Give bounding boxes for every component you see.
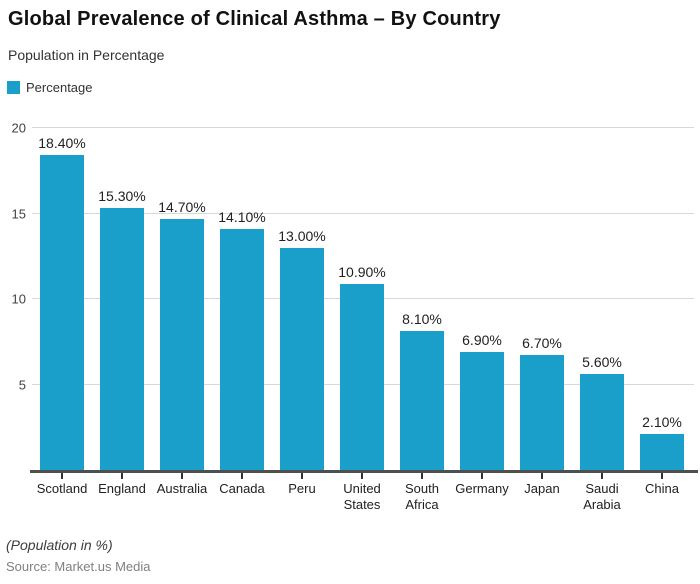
bar-japan xyxy=(520,355,564,470)
bar-value-label: 5.60% xyxy=(582,354,622,370)
bar-group: 5.60% xyxy=(572,128,632,479)
x-axis-label: England xyxy=(98,481,146,496)
bar-value-label: 6.70% xyxy=(522,335,562,351)
x-axis-label: Australia xyxy=(156,481,208,496)
x-axis-tick xyxy=(661,473,663,479)
x-axis-labels: Scotland England Australia Canada Peru United… xyxy=(32,481,692,514)
bar-united-states xyxy=(340,284,384,470)
bar-group: 6.90% xyxy=(452,128,512,479)
gridline xyxy=(32,127,694,128)
bar-value-label: 14.10% xyxy=(218,209,266,225)
x-axis-tick xyxy=(541,473,543,479)
bar-group: 15.30% xyxy=(92,128,152,479)
x-axis-label: Peru xyxy=(288,481,316,496)
bar-peru xyxy=(280,248,324,470)
bar-group: 8.10% xyxy=(392,128,452,479)
x-axis-label: Japan xyxy=(524,481,560,496)
bar-value-label: 18.40% xyxy=(38,135,86,151)
bar-germany xyxy=(460,352,504,470)
bar-group: 6.70% xyxy=(512,128,572,479)
x-axis-tick xyxy=(181,473,183,479)
bar-value-label: 10.90% xyxy=(338,264,386,280)
bar-value-label: 15.30% xyxy=(98,188,146,204)
y-axis-tick-label: 10 xyxy=(11,291,26,307)
gridline xyxy=(32,212,694,214)
y-axis-tick-label: 20 xyxy=(11,120,26,136)
x-axis-label: Canada xyxy=(219,481,265,496)
x-axis-tick xyxy=(601,473,603,479)
bar-australia xyxy=(160,219,204,470)
bar-group: 18.40% xyxy=(32,128,92,479)
x-axis-label: South Africa xyxy=(405,481,439,513)
x-axis-label: Scotland xyxy=(36,481,88,496)
y-axis: 5 10 15 20 xyxy=(0,121,26,470)
footnote: (Population in %) xyxy=(6,537,113,553)
x-axis-tick xyxy=(301,473,303,479)
bar-group: 2.10% xyxy=(632,128,692,479)
bar-value-label: 6.90% xyxy=(462,332,502,348)
x-axis-tick xyxy=(121,473,123,479)
bar-saudi-arabia xyxy=(580,374,624,470)
bar-value-label: 13.00% xyxy=(278,228,326,244)
x-axis-tick xyxy=(481,473,483,479)
x-axis-tick xyxy=(61,473,63,479)
bar-england xyxy=(100,208,144,470)
y-axis-tick-label: 15 xyxy=(11,206,26,221)
bar-scotland xyxy=(40,155,84,470)
bar-value-label: 14.70% xyxy=(158,199,206,215)
bar-value-label: 2.10% xyxy=(642,414,682,430)
bar-canada xyxy=(220,229,264,470)
x-axis-label: Germany xyxy=(455,481,509,496)
x-axis-label: China xyxy=(645,481,679,496)
plot-area: 18.40% 15.30% 14.70% 14.10% 13.00% 10.90% 8.10… xyxy=(32,127,694,479)
bar-group: 14.10% xyxy=(212,128,272,479)
y-axis-tick-label: 5 xyxy=(18,377,26,392)
source-credit: Source: Market.us Media xyxy=(6,559,151,574)
chart-title: Global Prevalence of Clinical Asthma – B… xyxy=(8,8,501,30)
legend: Percentage xyxy=(7,80,93,95)
bar-china xyxy=(640,434,684,470)
legend-label: Percentage xyxy=(26,80,93,95)
bar-group: 13.00% xyxy=(272,128,332,479)
legend-swatch-icon xyxy=(7,81,20,94)
chart-subtitle: Population in Percentage xyxy=(8,47,165,63)
x-axis-tick xyxy=(361,473,363,479)
x-axis-label: United States xyxy=(343,481,381,513)
x-axis-tick xyxy=(241,473,243,479)
bar-group: 14.70% xyxy=(152,128,212,479)
x-axis-tick xyxy=(421,473,423,479)
x-axis-label: Saudi Arabia xyxy=(583,481,621,513)
bar-group: 10.90% xyxy=(332,128,392,479)
bar-value-label: 8.10% xyxy=(402,311,442,327)
x-axis-line xyxy=(30,470,698,473)
bar-south-africa xyxy=(400,331,444,470)
